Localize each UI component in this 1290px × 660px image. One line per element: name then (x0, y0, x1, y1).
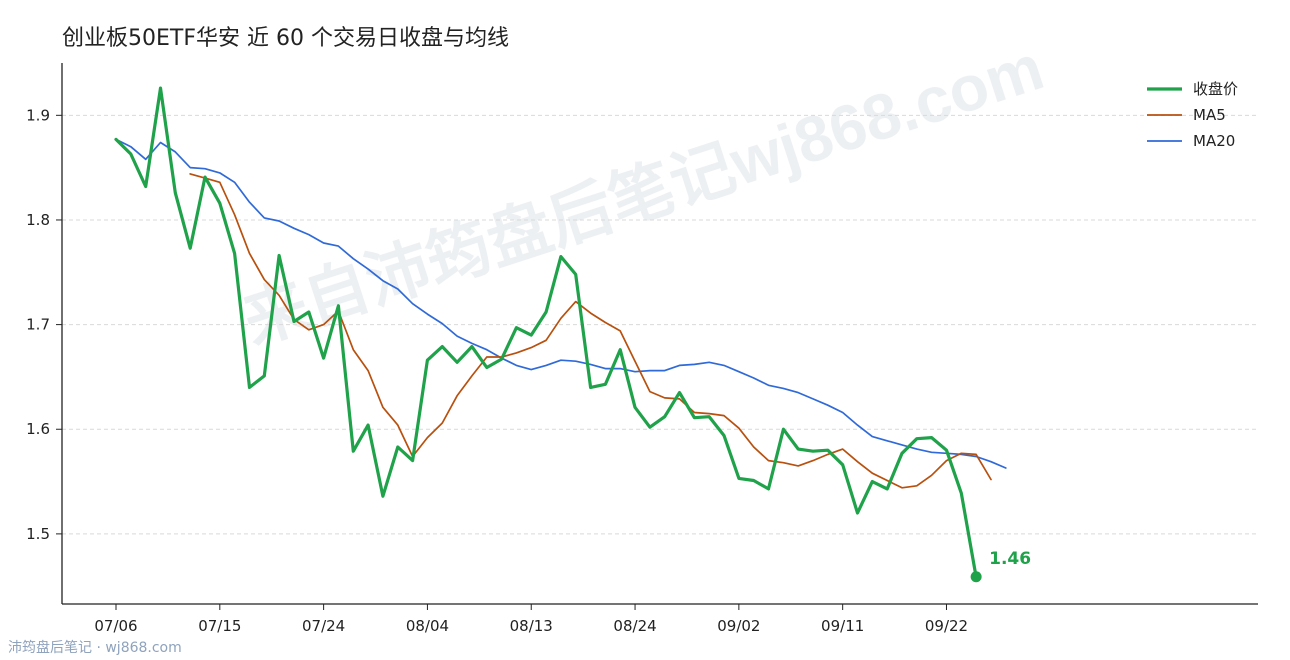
y-tick-label: 1.6 (26, 420, 50, 438)
chart-title: 创业板50ETF华安 近 60 个交易日收盘与均线 (62, 26, 509, 51)
y-tick-label: 1.8 (26, 211, 50, 229)
series-lines (114, 86, 1007, 583)
axes (56, 63, 1258, 610)
y-tick-label: 1.9 (26, 106, 50, 124)
watermark: 来自沛筠盘后笔记wj868.com (235, 31, 1052, 358)
footer-note: 沛筠盘后笔记 · wj868.com (8, 640, 182, 656)
series-line-close (114, 86, 978, 579)
x-tick-label: 09/22 (925, 617, 968, 635)
last-close-point (970, 571, 982, 583)
last-close-label: 1.46 (989, 549, 1031, 569)
y-tick-label: 1.5 (26, 525, 50, 543)
x-tick-label: 07/06 (94, 617, 137, 635)
grid-lines (62, 114, 1258, 535)
y-tick-label: 1.7 (26, 316, 50, 334)
series-line-ma20 (115, 138, 1007, 469)
legend-label: 收盘价 (1193, 80, 1238, 98)
legend-label: MA20 (1193, 132, 1235, 150)
x-tick-label: 08/04 (406, 617, 449, 635)
legend: 收盘价 MA5 MA20 (1147, 80, 1238, 150)
x-tick-label: 09/11 (821, 617, 864, 635)
x-tick-label: 07/24 (302, 617, 345, 635)
x-tick-label: 09/02 (717, 617, 760, 635)
x-tick-label: 08/24 (613, 617, 656, 635)
legend-label: MA5 (1193, 106, 1226, 124)
x-tick-label: 07/15 (198, 617, 241, 635)
x-tick-label: 08/13 (510, 617, 553, 635)
series-line-ma5 (189, 173, 992, 489)
axis-labels: 1.5 1.6 1.7 1.8 1.9 07/06 07/15 07/24 08/04 08/13… (26, 106, 1031, 635)
